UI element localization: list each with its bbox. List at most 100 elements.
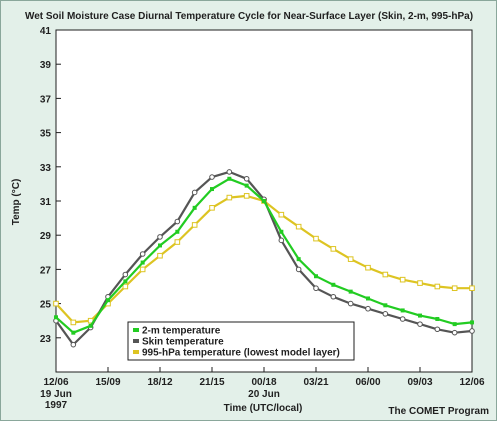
data-point [417,321,423,327]
data-point [330,246,337,252]
data-point [417,280,423,286]
data-point [452,322,457,327]
data-point [174,239,181,245]
data-point [348,289,353,294]
y-tick-label: 35 [40,129,52,140]
data-point [451,329,458,336]
data-point [191,222,198,228]
credit-label: The COMET Program [388,406,489,417]
data-point [279,229,284,234]
y-tick-label: 41 [40,26,52,37]
data-point [244,183,249,188]
data-point [313,285,319,292]
data-point [382,311,389,317]
legend-label: 2-m temperature [142,326,221,337]
data-point [434,326,441,333]
y-tick-label: 29 [40,231,52,242]
data-point [226,194,233,201]
data-point [70,341,77,348]
data-point [331,282,336,287]
data-point [366,296,370,301]
x-tick-label: 15/09 [95,377,120,388]
series-2-m-temperature [54,176,474,335]
data-point [175,229,180,234]
legend-label: Skin temperature [142,337,224,348]
data-point [451,285,458,292]
data-point [192,205,197,210]
x-date-label: 20 Jun [248,389,280,400]
data-point [174,218,181,225]
chart-title: Wet Soil Moisture Case Diurnal Temperatu… [25,11,473,22]
data-point [209,205,215,211]
data-point [434,283,441,290]
data-point [330,293,337,300]
y-tick-label: 31 [40,197,52,208]
data-point [157,252,163,259]
data-point [70,319,77,326]
y-tick-label: 23 [40,334,52,345]
data-point [469,285,475,292]
x-tick-label: 21/15 [199,377,224,388]
legend-swatch [133,339,139,343]
data-point [158,243,162,248]
data-point [243,193,250,199]
data-point [313,235,319,242]
data-point [383,303,388,308]
x-tick-label: 09/03 [407,377,432,388]
y-tick-label: 25 [40,300,52,311]
data-point [139,266,146,273]
data-point [140,260,145,265]
data-point [243,175,250,182]
data-point [435,316,440,321]
data-point [106,298,110,303]
x-tick-label: 03/21 [303,377,328,388]
data-point [226,169,233,175]
x-axis-title: Time (UTC/local) [224,403,303,414]
legend-swatch [133,328,139,332]
data-point [295,223,302,230]
data-point [139,251,146,257]
data-point [347,256,354,262]
y-tick-label: 27 [40,265,52,276]
data-point [71,330,76,335]
x-tick-label: 18/12 [147,377,172,388]
data-point [365,264,371,271]
data-point [296,257,301,262]
data-point [418,313,422,318]
data-point [210,187,214,192]
y-tick-label: 33 [40,163,52,174]
legend-box [127,321,355,361]
x-date-label: 1997 [45,400,68,411]
data-point [382,271,389,278]
data-point [347,300,354,307]
x-date-label: 19 Jun [40,389,72,400]
data-point [470,320,474,325]
data-point [227,176,232,181]
x-tick-label: 12/06 [459,377,484,388]
data-point [191,189,198,196]
data-point [295,266,302,273]
data-point [400,308,405,313]
data-point [157,234,163,240]
data-point [209,174,215,180]
data-point [278,211,285,218]
data-point [278,237,285,244]
y-tick-label: 39 [40,60,52,71]
x-tick-label: 12/06 [43,377,68,388]
data-point [262,199,266,203]
legend-label: 995-hPa temperature (lowest model layer) [142,348,340,359]
y-axis-title: Temp (°C) [11,179,22,226]
data-point [123,279,128,284]
data-point [399,276,406,283]
data-point [88,323,93,328]
data-point [122,283,129,290]
data-point [53,300,59,307]
x-tick-label: 00/18 [251,377,276,388]
data-point [399,316,406,322]
y-tick-label: 37 [40,94,52,105]
data-point [314,274,318,279]
data-point [54,315,58,320]
x-tick-label: 06/00 [355,377,380,388]
data-point [365,305,371,312]
